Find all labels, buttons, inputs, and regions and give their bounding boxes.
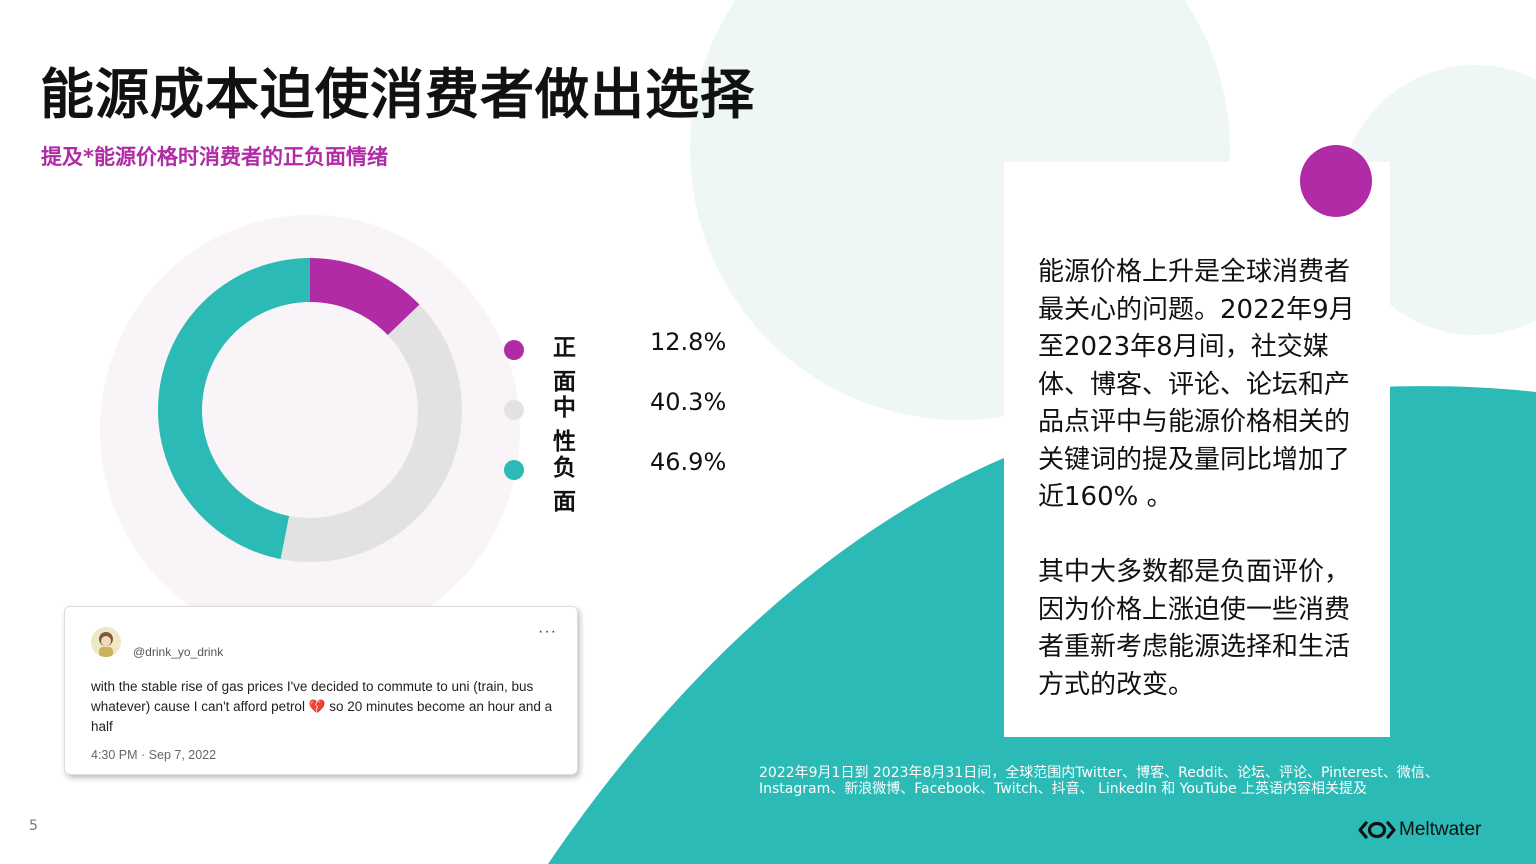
summary-text: 能源价格上升是全球消费者最关心的问题。2022年9月至2023年8月间，社交媒体… <box>1038 254 1368 704</box>
sentiment-donut-chart <box>157 258 463 562</box>
meltwater-logo-icon <box>1358 821 1396 839</box>
accent-dot <box>1300 145 1372 217</box>
page-number: 5 <box>29 818 38 834</box>
legend-value-positive: 12.8% <box>650 328 727 356</box>
summary-card: 能源价格上升是全球消费者最关心的问题。2022年9月至2023年8月间，社交媒体… <box>1004 145 1390 737</box>
avatar[interactable] <box>91 627 121 657</box>
donut-slice-negative <box>157 258 310 560</box>
page-title: 能源成本迫使消费者做出选择 <box>40 63 755 126</box>
brand-name: Meltwater <box>1399 819 1482 840</box>
legend-swatch-positive <box>504 340 524 360</box>
donut-slice-positive <box>310 258 420 336</box>
source-footnote: 2022年9月1日到 2023年8月31日间，全球范围内Twitter、博客、R… <box>759 765 1439 797</box>
legend-value-neutral: 40.3% <box>650 388 727 416</box>
legend-label-neutral: 中性 <box>553 395 576 455</box>
meltwater-logo: Meltwater <box>1357 818 1481 842</box>
avatar-illustration-icon <box>99 632 113 657</box>
tweet-handle[interactable]: @drink_yo_drink <box>133 645 224 659</box>
tweet-text: with the stable rise of gas prices I've … <box>91 679 553 734</box>
tweet-timestamp[interactable]: 4:30 PM · Sep 7, 2022 <box>91 748 217 762</box>
more-horizontal-icon[interactable]: ··· <box>538 623 557 640</box>
donut-slice-neutral <box>280 304 463 562</box>
summary-paragraph-2: 其中大多数都是负面评价，因为价格上涨迫使一些消费者重新考虑能源选择和生活方式的改… <box>1038 557 1351 700</box>
tweet-card[interactable]: @drink_yo_drink ··· with the stable rise… <box>64 606 578 775</box>
legend-swatch-neutral <box>504 400 524 420</box>
legend-label-negative: 负面 <box>553 455 576 515</box>
legend-swatch-negative <box>504 460 524 480</box>
page-subtitle: 提及*能源价格时消费者的正负面情绪 <box>41 145 388 169</box>
legend-label-positive: 正面 <box>553 335 576 395</box>
legend-value-negative: 46.9% <box>650 448 727 476</box>
summary-paragraph-1: 能源价格上升是全球消费者最关心的问题。2022年9月至2023年8月间，社交媒体… <box>1038 257 1355 512</box>
